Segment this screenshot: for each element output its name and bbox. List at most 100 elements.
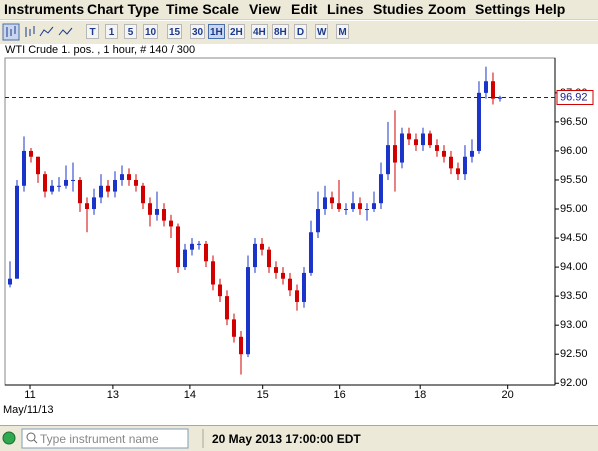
toolbar: T 1 5 10 15 30 1H 2H 4H 8H D W M [0, 20, 598, 45]
status-time: 20 May 2013 17:00:00 EDT [212, 432, 361, 446]
candle-body [252, 243, 257, 268]
candle-body [161, 209, 166, 221]
candle-body [119, 174, 124, 180]
timeframe-button[interactable]: 10 [143, 24, 159, 39]
candle-body [196, 243, 201, 245]
candle-body [308, 232, 313, 273]
menu-item[interactable]: Instruments [4, 1, 85, 17]
timeframe-button[interactable]: 1H [208, 24, 225, 39]
menu-item[interactable]: Chart Type [87, 1, 160, 17]
candle-body [280, 272, 285, 279]
candle-body [63, 179, 68, 186]
timeframe-button[interactable]: W [315, 24, 329, 39]
y-tick-label: 96.50 [560, 116, 588, 128]
menu-item[interactable]: View [249, 1, 281, 17]
candle-body [315, 209, 320, 233]
date-label: May/11/13 [3, 404, 54, 416]
candle-body [483, 81, 488, 93]
last-price-label: 96.92 [560, 91, 588, 103]
candle-body [126, 174, 131, 180]
candle-body [112, 179, 117, 192]
connection-indicator [2, 431, 16, 445]
y-tick-label: 92.00 [560, 377, 588, 389]
menu-item[interactable]: Help [535, 1, 566, 17]
timeframe-button[interactable]: 2H [228, 24, 245, 39]
candle-body [259, 243, 264, 250]
candle-body [469, 150, 474, 157]
candle-body [371, 203, 376, 210]
candle-body [182, 249, 187, 268]
candle-body [105, 185, 110, 192]
candle-body [455, 168, 460, 175]
candle-body [441, 150, 446, 157]
candle-body [343, 209, 348, 211]
candle-body [427, 133, 432, 146]
y-tick-label: 93.50 [560, 290, 588, 302]
candle-body [490, 81, 495, 99]
candle-body [301, 272, 306, 302]
chart-panel: WTI Crude 1. pos. , 1 hour, # 140 / 300 9… [0, 44, 598, 425]
candle-body [84, 203, 89, 210]
timeframe-button[interactable]: 4H [251, 24, 268, 39]
timeframe-button[interactable]: 30 [190, 24, 206, 39]
search-box[interactable] [21, 428, 189, 449]
candle-body [476, 92, 481, 151]
candle-body [420, 133, 425, 146]
search-placeholder[interactable]: Type instrument name [40, 432, 159, 446]
candle-body [273, 267, 278, 273]
timeframe-button[interactable]: 8H [272, 24, 289, 39]
candle-body [385, 145, 390, 175]
x-tick-label: 18 [414, 389, 426, 401]
candle-body [462, 156, 467, 175]
menu-bar: Instruments Chart Type Time Scale View Edit L… [0, 0, 598, 19]
y-tick-label: 95.50 [560, 174, 588, 186]
candle-body [287, 278, 292, 291]
menu-item[interactable]: Zoom [428, 1, 467, 17]
candle-body [42, 174, 47, 192]
status-bar: Type instrument name 20 May 2013 17:00:0… [0, 425, 598, 451]
candle-body [364, 209, 369, 211]
timeframe-button[interactable]: D [294, 24, 307, 39]
candle-body [49, 185, 54, 192]
candle-body [329, 197, 334, 204]
candle-body [35, 156, 40, 175]
menu-item[interactable]: Settings [475, 1, 531, 17]
menu-item[interactable]: Edit [291, 1, 318, 17]
timeframe-button[interactable]: M [336, 24, 349, 39]
candle-body [357, 203, 362, 210]
candle-body [147, 203, 152, 215]
candle-body [413, 139, 418, 146]
candle-body [399, 133, 404, 163]
menu-item[interactable]: Studies [373, 1, 424, 17]
timeframe-button[interactable]: T [86, 24, 99, 39]
candle-body [133, 179, 138, 186]
y-tick-label: 92.50 [560, 348, 588, 360]
timeframe-button[interactable]: 15 [167, 24, 183, 39]
x-tick-label: 16 [334, 389, 346, 401]
timeframe-button[interactable]: 5 [124, 24, 137, 39]
timeframe-button[interactable]: 1 [105, 24, 118, 39]
candle-body [56, 185, 61, 187]
candle-body [406, 133, 411, 140]
candle-body [168, 220, 173, 227]
candle-body [154, 209, 159, 215]
candle-body [77, 179, 82, 204]
candle-body [203, 243, 208, 262]
candle-body [266, 249, 271, 268]
candle-body [238, 336, 243, 355]
candle-body [217, 284, 222, 297]
candle-body [336, 203, 341, 210]
candle-body [294, 290, 299, 302]
menu-item[interactable]: Lines [327, 1, 364, 17]
y-tick-label: 93.00 [560, 319, 588, 331]
chart-title: WTI Crude 1. pos. , 1 hour, # 140 / 300 [5, 44, 195, 56]
chart: WTI Crude 1. pos. , 1 hour, # 140 / 300 9… [3, 44, 594, 416]
candle-body [7, 278, 12, 285]
x-tick-label: 13 [107, 389, 119, 401]
candle-body [497, 97, 502, 99]
menu-item[interactable]: Time Scale [166, 1, 239, 17]
candle-body [392, 145, 397, 163]
candle-body [378, 174, 383, 204]
candle-body [14, 185, 19, 279]
